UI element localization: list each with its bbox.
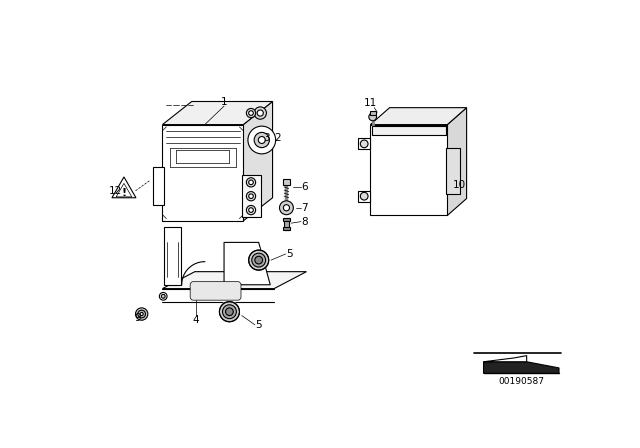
Text: !: ! [122,188,127,198]
Circle shape [360,192,368,200]
Text: 6: 6 [301,182,308,192]
Circle shape [252,253,266,267]
Polygon shape [283,218,291,221]
Circle shape [360,140,368,148]
Text: 9: 9 [134,313,141,323]
Circle shape [249,194,253,198]
Circle shape [259,137,265,143]
Circle shape [284,205,289,211]
Circle shape [254,132,269,148]
Polygon shape [242,175,261,217]
Polygon shape [484,356,527,362]
Text: 3: 3 [263,134,269,143]
Circle shape [246,178,255,187]
Text: 8: 8 [301,217,308,227]
Polygon shape [163,125,243,221]
Polygon shape [358,191,371,202]
Circle shape [249,180,253,185]
Polygon shape [372,126,446,135]
Polygon shape [358,138,371,149]
Polygon shape [112,177,136,198]
Circle shape [369,113,376,121]
Text: 2: 2 [274,134,280,143]
Polygon shape [284,179,289,185]
Polygon shape [163,102,273,125]
Circle shape [246,192,255,201]
Circle shape [246,206,255,215]
Text: 4: 4 [192,315,199,325]
Polygon shape [371,108,467,125]
Polygon shape [153,167,164,206]
Text: 00190587: 00190587 [499,376,544,386]
Circle shape [136,308,148,320]
Circle shape [225,308,234,315]
Polygon shape [283,227,291,230]
Circle shape [223,305,236,319]
Text: 1: 1 [221,97,227,107]
Circle shape [254,107,266,119]
Polygon shape [446,148,460,194]
Polygon shape [447,108,467,215]
Circle shape [255,256,262,264]
Circle shape [248,126,276,154]
Circle shape [138,310,145,318]
Text: 10: 10 [452,180,465,190]
Polygon shape [243,102,273,221]
Circle shape [246,108,255,118]
Polygon shape [369,111,376,115]
Circle shape [257,110,263,116]
Circle shape [249,111,253,116]
Text: 5: 5 [286,249,293,259]
Text: 11: 11 [364,98,377,108]
Polygon shape [163,271,307,289]
Polygon shape [484,362,559,373]
Text: 12: 12 [109,186,122,196]
Circle shape [161,294,165,298]
Polygon shape [371,125,447,215]
Circle shape [249,250,269,270]
Polygon shape [164,227,181,285]
Text: 5: 5 [255,320,262,330]
Polygon shape [224,242,270,285]
Text: 7: 7 [301,203,308,213]
Circle shape [220,302,239,322]
FancyBboxPatch shape [190,282,241,300]
Circle shape [159,293,167,300]
Circle shape [249,208,253,212]
Circle shape [280,201,293,215]
Polygon shape [284,218,289,230]
Circle shape [140,313,143,315]
